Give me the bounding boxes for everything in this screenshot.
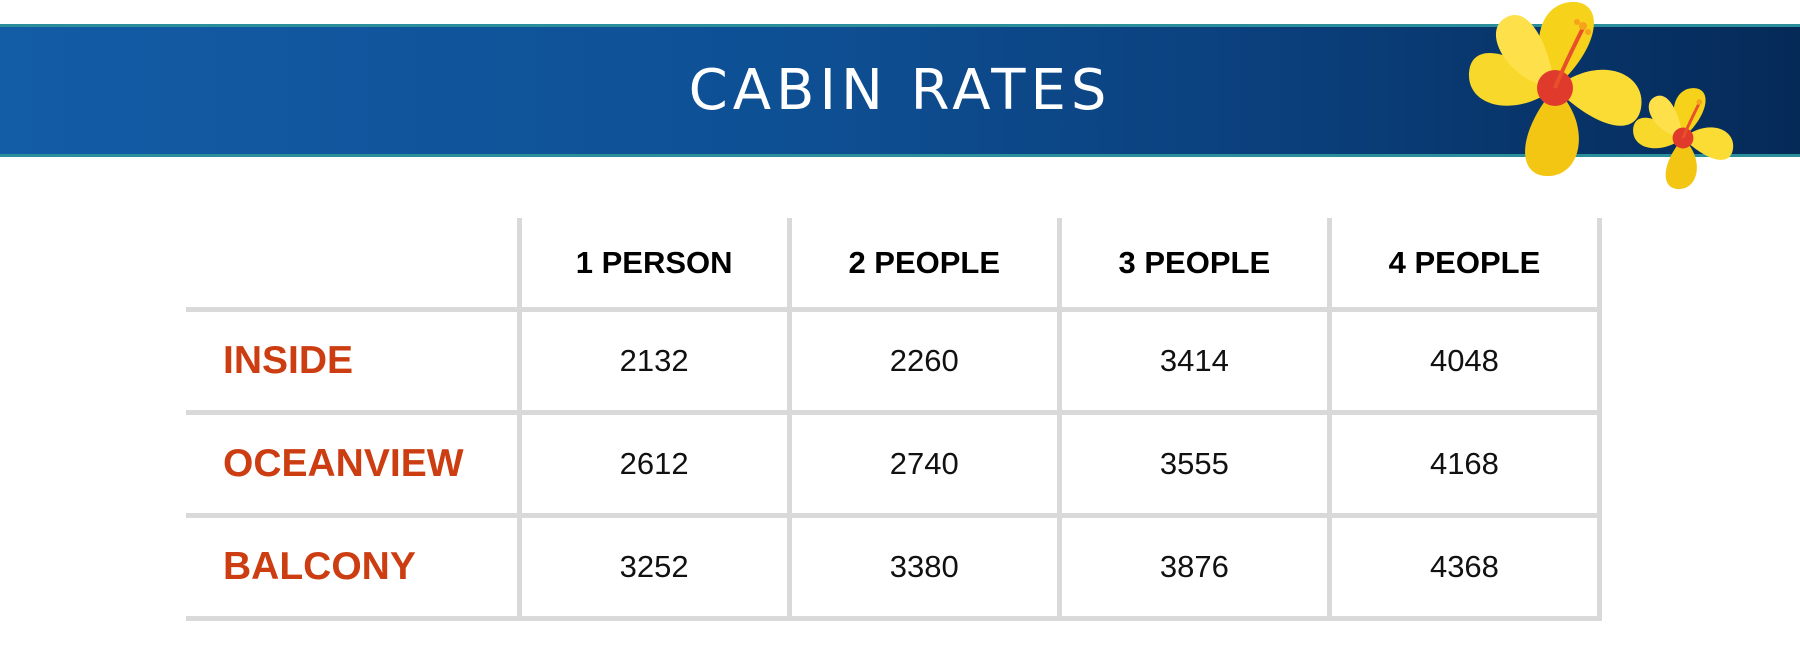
rate-cell: 2132 xyxy=(516,307,790,413)
rate-cell: 4048 xyxy=(1326,307,1603,413)
row-label-oceanview: OCEANVIEW xyxy=(186,410,520,516)
header-3-people: 3 PEOPLE xyxy=(1056,218,1330,310)
rate-cell: 2612 xyxy=(516,410,790,516)
rate-cell: 2260 xyxy=(786,307,1060,413)
rate-cell: 4168 xyxy=(1326,410,1603,516)
row-label-balcony: BALCONY xyxy=(186,513,520,621)
rate-cell: 3876 xyxy=(1056,513,1330,621)
header-1-person: 1 PERSON xyxy=(516,218,790,310)
rate-cell: 3555 xyxy=(1056,410,1330,516)
hibiscus-flowers-icon xyxy=(1468,1,1734,190)
header-4-people: 4 PEOPLE xyxy=(1326,218,1603,310)
table-row: OCEANVIEW 2612 2740 3555 4168 xyxy=(186,410,1603,516)
page-title: CABIN RATES xyxy=(688,58,1112,123)
rate-cell: 4368 xyxy=(1326,513,1603,621)
cabin-rates-table: 1 PERSON 2 PEOPLE 3 PEOPLE 4 PEOPLE INSI… xyxy=(186,218,1603,621)
header-2-people: 2 PEOPLE xyxy=(786,218,1060,310)
table-header-row: 1 PERSON 2 PEOPLE 3 PEOPLE 4 PEOPLE xyxy=(186,218,1603,310)
header-empty-cell xyxy=(186,218,519,310)
rate-cell: 3414 xyxy=(1056,307,1330,413)
table-row: INSIDE 2132 2260 3414 4048 xyxy=(186,307,1603,413)
rate-cell: 2740 xyxy=(786,410,1060,516)
rate-cell: 3252 xyxy=(516,513,790,621)
row-label-inside: INSIDE xyxy=(186,307,520,413)
table-row: BALCONY 3252 3380 3876 4368 xyxy=(186,513,1603,621)
rate-cell: 3380 xyxy=(786,513,1060,621)
